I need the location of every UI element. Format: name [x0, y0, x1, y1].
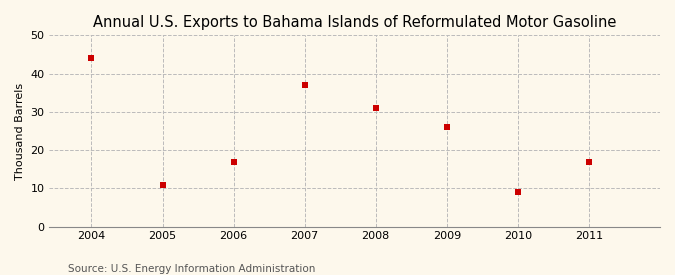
Point: [86, 56, 97, 60]
Title: Annual U.S. Exports to Bahama Islands of Reformulated Motor Gasoline: Annual U.S. Exports to Bahama Islands of…: [92, 15, 616, 30]
Point: [228, 159, 239, 164]
Point: [371, 106, 381, 110]
Point: [512, 190, 523, 194]
Y-axis label: Thousand Barrels: Thousand Barrels: [15, 82, 25, 180]
Point: [441, 125, 452, 129]
Point: [583, 159, 594, 164]
Point: [157, 182, 168, 187]
Point: [299, 83, 310, 87]
Text: Source: U.S. Energy Information Administration: Source: U.S. Energy Information Administ…: [68, 264, 315, 274]
